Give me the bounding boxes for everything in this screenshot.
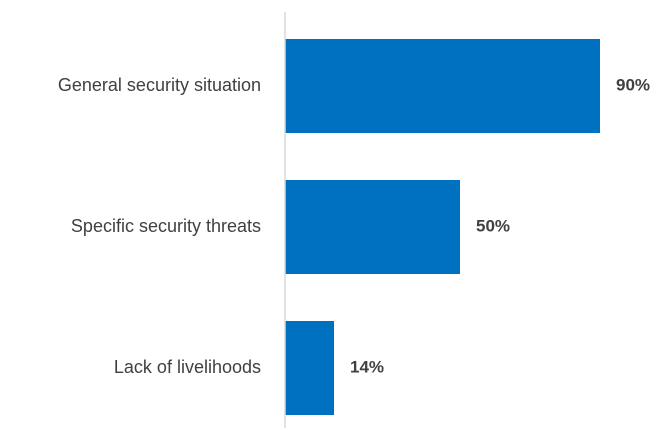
value-label-lack-of-livelihoods: 14% (350, 357, 384, 376)
value-label-specific-security-threats: 50% (476, 216, 510, 235)
bar-lack-of-livelihoods (285, 321, 334, 415)
bar-specific-security-threats (285, 180, 460, 274)
category-label-specific-security-threats: Specific security threats (71, 216, 261, 236)
category-label-lack-of-livelihoods: Lack of livelihoods (114, 357, 261, 377)
category-label-general-security-situation: General security situation (58, 75, 261, 95)
value-label-general-security-situation: 90% (616, 75, 650, 94)
bar-general-security-situation (285, 39, 600, 133)
bars-layer (285, 39, 600, 415)
labels-layer: General security situation 90% Specific se… (58, 75, 650, 377)
